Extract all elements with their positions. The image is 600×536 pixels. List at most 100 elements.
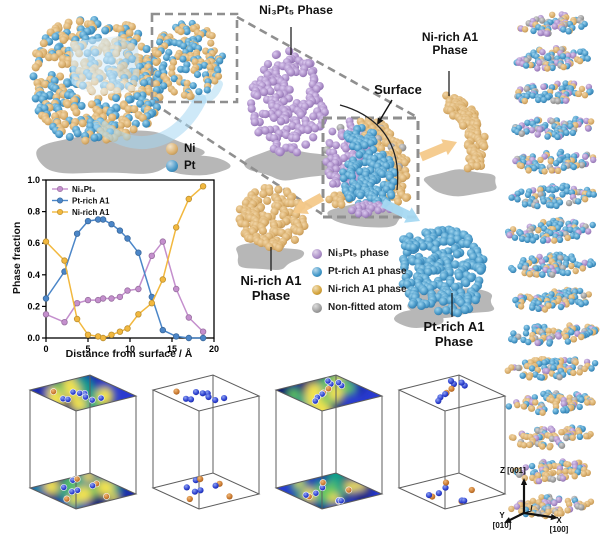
phase-legend-item-ni3pt5: Ni₃Pt₅ phase — [312, 248, 407, 259]
ni3pt5-cluster-shadow — [243, 147, 336, 181]
funnel-line-top — [236, 15, 416, 118]
central-chunk-tan2 — [325, 189, 354, 209]
slice-7 — [505, 216, 596, 244]
slice-stack — [504, 11, 600, 520]
pt-rich-a1-line2: Phase — [434, 333, 474, 349]
x-tick-label: 0 — [43, 344, 48, 354]
surface-curve — [339, 104, 399, 191]
unit-cell-box-3 — [274, 374, 384, 510]
z-axis-arrow — [520, 478, 528, 513]
x-tick-label: 15 — [167, 344, 177, 354]
atom-legend-item-ni: Ni — [166, 143, 196, 155]
y-tick-label: 0.2 — [27, 301, 40, 311]
pt-rich-phase-swatch — [312, 266, 322, 277]
ni-rich-crescent-shadow — [423, 169, 497, 197]
chart-series-2 — [42, 216, 207, 342]
central-chunk-blue-top — [343, 124, 378, 153]
ni-atom-swatch — [166, 143, 178, 155]
chart-legend-label: Ni₃Pt₅ — [72, 185, 96, 194]
pt-rich-cluster-shadow-ext — [393, 306, 444, 329]
ni-rich-a1-left-line1: Ni-rich A1 — [240, 273, 302, 288]
unit-cell-box-4 — [397, 374, 507, 510]
phase-legend: Ni₃Pt₅ phase Pt-rich A1 phase Ni-rich A1… — [312, 248, 407, 318]
ni3pt5-phase-swatch — [312, 248, 322, 259]
ni-rich-a1-left-label: Ni-rich A1 Phase — [223, 273, 319, 303]
ni-rich-a1-right-line2: Phase — [432, 43, 468, 58]
big-particle-shadow-ext — [169, 155, 231, 176]
inset-chunk — [151, 19, 226, 100]
orange-arrow-left — [293, 193, 325, 214]
x-axis-letter: X — [556, 516, 562, 525]
ni-rich-left-cluster — [235, 184, 309, 252]
pt-rich-a1-label: Pt-rich A1 Phase — [406, 319, 502, 349]
chart-legend-label: Ni-rich A1 — [72, 208, 110, 217]
non-fitted-atom-legend-label: Non-fitted atom — [328, 302, 402, 313]
slice-5 — [512, 148, 597, 175]
ni3pt5-phase-legend-label: Ni₃Pt₅ phase — [328, 248, 389, 259]
y-tick-label: 1.0 — [27, 175, 40, 185]
phase-legend-item-pt-rich: Pt-rich A1 phase — [312, 266, 407, 277]
atom-legend: Ni Pt — [166, 143, 196, 177]
ni3pt5-cluster — [247, 47, 329, 157]
surface-arrow — [377, 99, 393, 125]
surface-label: Surface — [374, 82, 422, 97]
central-chunk-blue — [339, 145, 399, 213]
ni-rich-crescent — [442, 91, 489, 173]
x-tick-label: 5 — [85, 344, 90, 354]
slice-3 — [514, 80, 594, 105]
orange-arrow-right — [419, 139, 457, 162]
chart-series-1 — [42, 238, 207, 335]
axes-triad — [504, 478, 558, 523]
blue-arrow-down — [381, 199, 420, 223]
slice-6 — [508, 182, 597, 210]
atom-legend-item-pt: Pt — [166, 160, 196, 172]
slice-2 — [513, 45, 591, 72]
y-tick-label: 0.0 — [27, 333, 40, 343]
x-tick-label: 20 — [209, 344, 219, 354]
x-axis-arrow — [523, 511, 558, 521]
ni-rich-phase-legend-label: Ni-rich A1 phase — [328, 284, 407, 295]
right-angle-mark — [523, 504, 533, 514]
slice-1 — [517, 11, 588, 37]
y-axis-arrow — [504, 512, 525, 523]
y-axis-index: [010] — [492, 521, 512, 530]
slice-14 — [511, 458, 591, 485]
phase-legend-item-ni-rich: Ni-rich A1 phase — [312, 284, 407, 295]
unit-cell-box-1 — [28, 374, 138, 510]
x-axis-index: [100] — [549, 525, 569, 534]
slice-4 — [511, 115, 595, 141]
slice-11 — [504, 356, 599, 381]
unit-cell-box-2 — [151, 374, 261, 510]
chart-series-3 — [42, 183, 207, 342]
slice-10 — [508, 322, 600, 347]
y-tick-label: 0.4 — [27, 270, 40, 280]
pt-atom-label: Pt — [184, 160, 196, 172]
non-fitted-atom-swatch — [312, 302, 322, 313]
phase-fraction-chart: 0 5 10 15 20 0.0 0.2 0.4 0.6 0.8 1.0 Ni₃Pt₅ Pt-rich … — [27, 175, 219, 354]
ni-rich-phase-swatch — [312, 284, 322, 295]
zoom-inset-box — [150, 12, 239, 104]
ni-rich-a1-right-line1: Ni-rich A1 — [421, 30, 479, 44]
z-axis-label: Z [001] — [500, 466, 526, 475]
pt-rich-a1-line1: Pt-rich A1 — [423, 319, 485, 334]
pt-rich-cluster-nub — [399, 232, 421, 252]
pt-atom-swatch — [166, 160, 178, 172]
ni-atom-label: Ni — [184, 143, 196, 155]
chart-xlabel: Distance from surface / Å — [65, 348, 193, 360]
ni-rich-left-shadow — [236, 242, 305, 271]
slice-12 — [505, 389, 596, 416]
chart-legend-label: Pt-rich A1 — [72, 196, 110, 205]
pt-rich-phase-legend-label: Pt-rich A1 phase — [328, 266, 407, 277]
slice-9 — [512, 286, 592, 313]
y-axis-letter: Y — [499, 511, 505, 520]
ni3pt5-phase-label: Ni₃Pt₅ Phase — [259, 3, 333, 17]
y-tick-label: 0.8 — [27, 207, 40, 217]
y-tick-label: 0.6 — [27, 238, 40, 248]
cutaway-planes — [70, 36, 142, 96]
slice-8 — [508, 251, 597, 278]
heatmap-face — [276, 473, 382, 509]
slice-13 — [508, 424, 594, 451]
phase-legend-item-nonfitted: Non-fitted atom — [312, 302, 407, 313]
